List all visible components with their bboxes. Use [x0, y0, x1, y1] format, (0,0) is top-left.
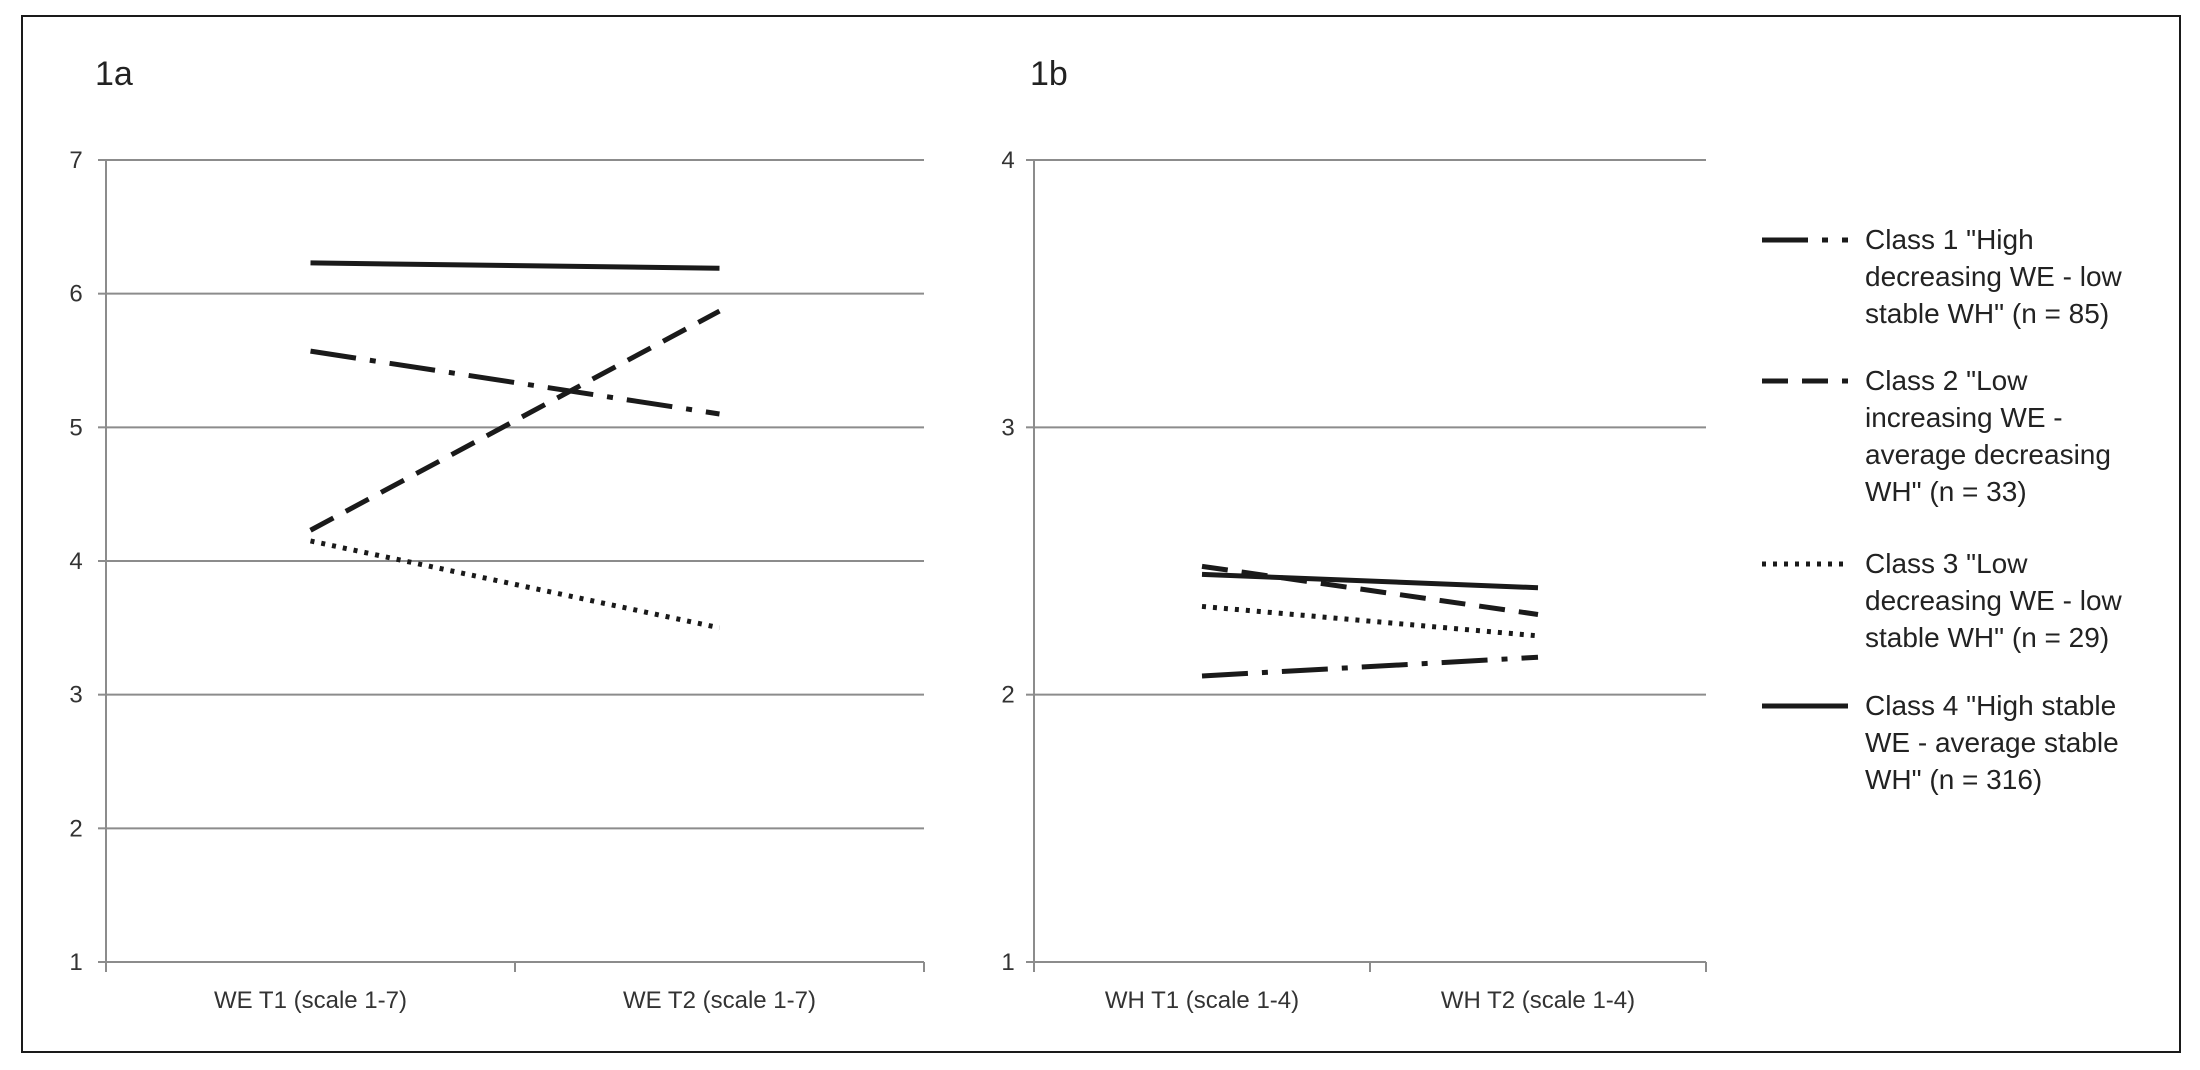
y-tick-label-1: 1 [69, 949, 82, 976]
y-tick-label-4: 4 [1001, 147, 1014, 174]
x-tick-label: WH T2 (scale 1-4) [1441, 987, 1635, 1014]
legend-label-class-2: increasing WE - [1865, 402, 2063, 433]
y-tick-label-2: 2 [1001, 682, 1014, 709]
legend-label-class-3: stable WH" (n = 29) [1865, 622, 2109, 653]
legend-label-class-4: WH" (n = 316) [1865, 764, 2042, 795]
y-tick-label-6: 6 [69, 281, 82, 308]
y-tick-label-1: 1 [1001, 949, 1014, 976]
legend-label-class-2: average decreasing [1865, 439, 2111, 470]
y-tick-label-5: 5 [69, 414, 82, 441]
series-line-class-4 [1201, 571, 1539, 591]
y-tick-label-7: 7 [69, 147, 82, 174]
legend-label-class-1: decreasing WE - low [1865, 261, 2123, 292]
x-tick-label: WH T1 (scale 1-4) [1105, 987, 1299, 1014]
series-line-class-4 [310, 260, 720, 271]
legend-label-class-2: Class 2 "Low [1865, 365, 2028, 396]
x-tick-label: WE T2 (scale 1-7) [623, 987, 816, 1014]
legend-label-class-4: Class 4 "High stable [1865, 690, 2116, 721]
y-tick-label-2: 2 [69, 815, 82, 842]
y-tick-label-4: 4 [69, 548, 82, 575]
series-line-class-1 [1201, 654, 1539, 679]
panel-label-1b: 1b [1030, 55, 1068, 93]
x-tick-label: WE T1 (scale 1-7) [214, 987, 407, 1014]
panel-1a: 1a 1 2 3 4 5 6 7 WE T1 (scale 1-7) WE T2 (scale 1… [69, 55, 925, 1014]
legend-label-class-3: decreasing WE - low [1865, 585, 2123, 616]
legend-label-class-3: Class 3 "Low [1865, 548, 2028, 579]
y-tick-label-3: 3 [1001, 414, 1014, 441]
series-line-class-3 [309, 538, 721, 631]
y-tick-label-3: 3 [69, 682, 82, 709]
series-line-class-3 [1201, 603, 1539, 639]
figure-frame [21, 15, 2181, 1053]
panel-1b: 1b 1 2 3 4 WH T1 (scale 1-4) WH T2 (scale 1-4) [1001, 55, 1707, 1014]
legend-label-class-1: Class 1 "High [1865, 224, 2034, 255]
series-line-class-2 [309, 308, 721, 533]
legend-label-class-4: WE - average stable [1865, 727, 2119, 758]
series-line-class-2 [1201, 563, 1539, 617]
legend-label-class-2: WH" (n = 33) [1865, 476, 2027, 507]
series-line-class-1 [310, 348, 720, 417]
legend-label-class-1: stable WH" (n = 85) [1865, 298, 2109, 329]
panel-label-1a: 1a [95, 55, 133, 93]
legend: Class 1 "High decreasing WE - low stable W… [1762, 224, 2123, 795]
